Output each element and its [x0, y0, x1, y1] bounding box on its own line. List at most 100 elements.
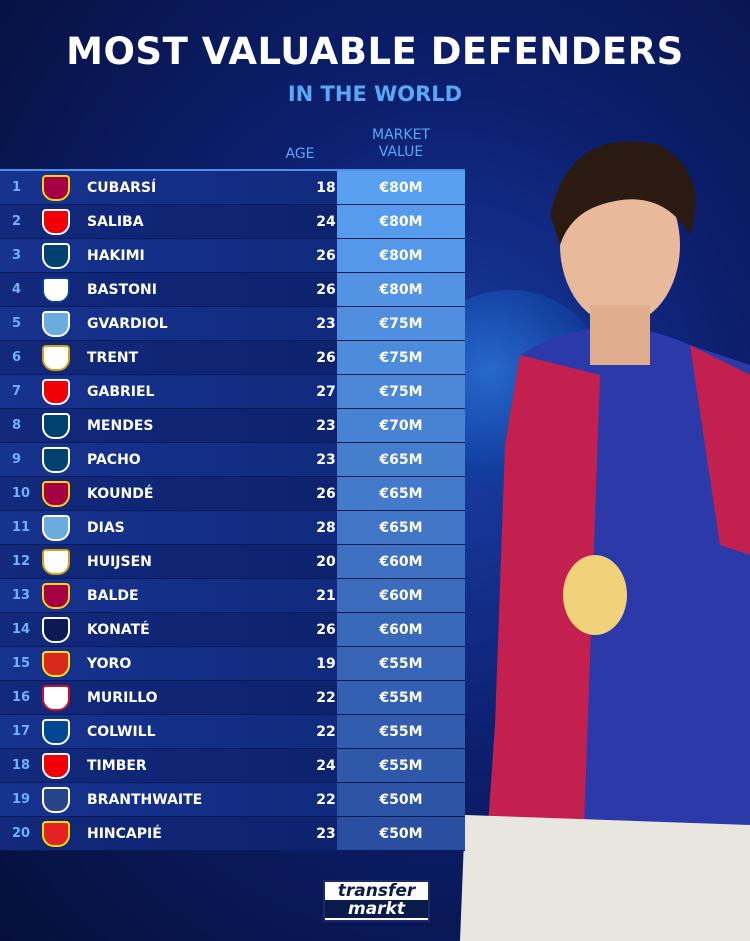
market-value: €65M: [337, 511, 465, 544]
market-value: €80M: [337, 205, 465, 238]
rank: 19: [12, 792, 31, 807]
player-age: 23: [316, 315, 336, 332]
table-row: 6 TRENT 26 €75M: [0, 341, 465, 375]
table-row: 7 GABRIEL 27 €75M: [0, 375, 465, 409]
table-row: 14 KONATÉ 26 €60M: [0, 613, 465, 647]
player-age: 20: [316, 553, 336, 570]
player-age: 26: [316, 485, 336, 502]
club-crest-icon: [42, 820, 70, 847]
market-value: €55M: [337, 647, 465, 680]
player-name: KONATÉ: [87, 621, 150, 638]
rank: 17: [12, 724, 31, 739]
player-age: 18: [316, 179, 336, 196]
club-crest-icon: [42, 412, 70, 439]
player-age: 28: [316, 519, 336, 536]
table-row: 13 BALDE 21 €60M: [0, 579, 465, 613]
table-row: 16 MURILLO 22 €55M: [0, 681, 465, 715]
rankings-table: 1 CUBARSÍ 18 €80M 2 SALIBA 24 €80M 3 HAKIM…: [0, 169, 465, 851]
market-value: €50M: [337, 783, 465, 816]
value-header-line1: MARKET: [372, 127, 430, 143]
age-column-header: AGE: [285, 146, 315, 162]
market-value: €55M: [337, 749, 465, 782]
table-row: 11 DIAS 28 €65M: [0, 511, 465, 545]
player-age: 26: [316, 247, 336, 264]
market-value: €70M: [337, 409, 465, 442]
value-column-header: MARKET VALUE: [337, 127, 465, 161]
rank: 15: [12, 656, 31, 671]
table-row: 3 HAKIMI 26 €80M: [0, 239, 465, 273]
player-name: TIMBER: [87, 757, 147, 774]
player-age: 26: [316, 281, 336, 298]
rank: 18: [12, 758, 31, 773]
table-row: 18 TIMBER 24 €55M: [0, 749, 465, 783]
player-name: HAKIMI: [87, 247, 145, 264]
player-age: 23: [316, 825, 336, 842]
club-crest-icon: [42, 480, 70, 507]
player-age: 26: [316, 349, 336, 366]
player-name: GVARDIOL: [87, 315, 168, 332]
club-crest-icon: [42, 378, 70, 405]
player-name: TRENT: [87, 349, 139, 366]
table-row: 4 BASTONI 26 €80M: [0, 273, 465, 307]
player-name: MENDES: [87, 417, 154, 434]
market-value: €60M: [337, 579, 465, 612]
table-row: 12 HUIJSEN 20 €60M: [0, 545, 465, 579]
player-name: MURILLO: [87, 689, 158, 706]
logo-line1: transfer: [337, 881, 416, 901]
market-value: €80M: [337, 171, 465, 204]
club-crest-icon: [42, 174, 70, 201]
rank: 10: [12, 486, 31, 501]
page-title: MOST VALUABLE DEFENDERS: [66, 30, 684, 73]
market-value: €60M: [337, 613, 465, 646]
logo-line2: markt: [325, 900, 428, 918]
market-value: €65M: [337, 443, 465, 476]
player-name: HINCAPIÉ: [87, 825, 162, 842]
player-name: YORO: [87, 655, 132, 672]
player-age: 24: [316, 213, 336, 230]
club-crest-icon: [42, 446, 70, 473]
table-row: 1 CUBARSÍ 18 €80M: [0, 171, 465, 205]
rank: 20: [12, 826, 31, 841]
rank: 7: [12, 384, 22, 399]
rank: 16: [12, 690, 31, 705]
rank: 11: [12, 520, 31, 535]
player-name: COLWILL: [87, 723, 156, 740]
player-name: SALIBA: [87, 213, 144, 230]
rank: 1: [12, 180, 22, 195]
page-subtitle: IN THE WORLD: [287, 82, 463, 106]
player-photo: [460, 141, 750, 941]
rank: 5: [12, 316, 22, 331]
table-row: 2 SALIBA 24 €80M: [0, 205, 465, 239]
club-crest-icon: [42, 650, 70, 677]
player-age: 23: [316, 451, 336, 468]
player-age: 19: [316, 655, 336, 672]
club-crest-icon: [42, 310, 70, 337]
market-value: €55M: [337, 681, 465, 714]
club-crest-icon: [42, 276, 70, 303]
club-crest-icon: [42, 514, 70, 541]
player-age: 22: [316, 689, 336, 706]
table-row: 10 KOUNDÉ 26 €65M: [0, 477, 465, 511]
club-crest-icon: [42, 684, 70, 711]
club-crest-icon: [42, 752, 70, 779]
club-crest-icon: [42, 548, 70, 575]
player-name: CUBARSÍ: [87, 179, 157, 196]
club-crest-icon: [42, 208, 70, 235]
club-crest-icon: [42, 344, 70, 371]
rank: 9: [12, 452, 22, 467]
player-name: PACHO: [87, 451, 141, 468]
player-age: 23: [316, 417, 336, 434]
player-age: 24: [316, 757, 336, 774]
market-value: €75M: [337, 307, 465, 340]
market-value: €75M: [337, 375, 465, 408]
rank: 12: [12, 554, 31, 569]
value-header-line2: VALUE: [378, 144, 424, 160]
market-value: €60M: [337, 545, 465, 578]
transfermarkt-logo: transfer markt: [323, 880, 430, 922]
club-crest-icon: [42, 582, 70, 609]
player-age: 26: [316, 621, 336, 638]
table-row: 17 COLWILL 22 €55M: [0, 715, 465, 749]
rank: 14: [12, 622, 31, 637]
market-value: €80M: [337, 273, 465, 306]
table-row: 5 GVARDIOL 23 €75M: [0, 307, 465, 341]
